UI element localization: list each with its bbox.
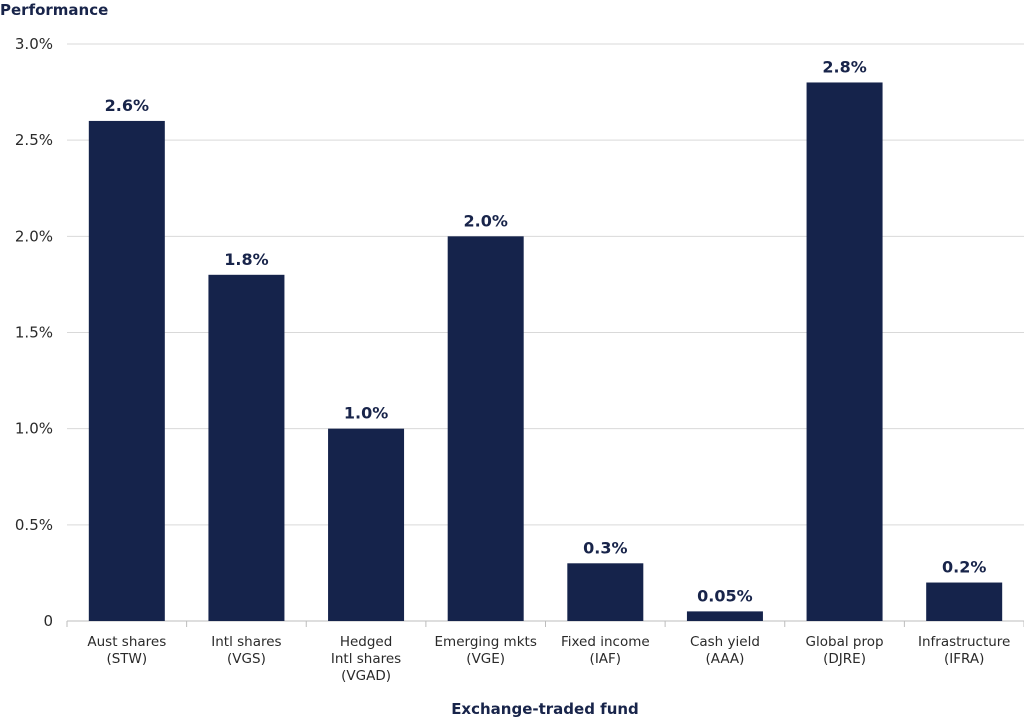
bar	[567, 563, 644, 621]
data-label: 2.8%	[822, 57, 866, 76]
bar	[806, 82, 883, 621]
y-tick-label: 1.0%	[15, 420, 53, 438]
x-tick-label-line: (IFRA)	[944, 651, 984, 667]
y-tick-label: 0.5%	[15, 516, 53, 534]
x-tick-label-line: Aust shares	[87, 634, 166, 650]
x-tick-label-line: (VGE)	[466, 651, 505, 667]
bar	[926, 582, 1003, 621]
x-axis-title: Exchange-traded fund	[451, 700, 639, 718]
x-tick-label-line: Infrastructure	[918, 634, 1010, 650]
data-label: 1.8%	[224, 250, 268, 269]
bar	[447, 236, 524, 622]
x-tick-label-line: (AAA)	[705, 651, 744, 667]
data-label: 0.3%	[583, 538, 627, 557]
bars	[88, 82, 1003, 622]
x-tick-label-line: Emerging mkts	[435, 634, 537, 650]
x-tick-label-line: (VGS)	[227, 651, 266, 667]
x-tick-labels: Aust shares (STW)Intl shares (VGS)Hedged In…	[87, 634, 1010, 684]
x-tick-label-line: Intl shares	[211, 634, 281, 650]
bar	[208, 274, 285, 621]
x-tick-label-line: (VGAD)	[341, 668, 391, 684]
bar	[328, 428, 405, 621]
x-tick-label-line: Cash yield	[690, 634, 760, 650]
bar	[686, 611, 763, 621]
data-label: 1.0%	[344, 404, 388, 423]
x-tick-label-line: Global prop	[806, 634, 884, 650]
x-tick-label-line: Intl shares	[331, 651, 401, 667]
bar	[88, 120, 165, 621]
y-axis-title: Performance	[0, 1, 108, 19]
y-tick-label: 0	[43, 612, 53, 630]
x-tick-label: Aust shares (STW)	[87, 634, 166, 667]
data-label: 0.2%	[942, 558, 986, 577]
x-tick-label: Infrastructure (IFRA)	[918, 634, 1010, 667]
x-tick-label: Global prop (DJRE)	[806, 634, 884, 667]
y-tick-label: 2.0%	[15, 227, 53, 245]
y-tick-label: 3.0%	[15, 35, 53, 53]
x-tick-label: Emerging mkts (VGE)	[435, 634, 537, 667]
x-tick-label-line: (STW)	[106, 651, 147, 667]
y-tick-label: 2.5%	[15, 131, 53, 149]
x-tick-label: Fixed income (IAF)	[561, 634, 650, 667]
y-tick-labels: 0 0.5% 1.0% 1.5% 2.0% 2.5% 3.0%	[15, 35, 53, 630]
x-tick-label-line: Hedged	[340, 634, 392, 650]
y-tick-label: 1.5%	[15, 324, 53, 342]
x-tick-label: Hedged Intl shares (VGAD)	[331, 634, 401, 684]
data-label: 0.05%	[697, 586, 753, 605]
x-tick-label: Intl shares (VGS)	[211, 634, 281, 667]
x-tick-label: Cash yield (AAA)	[690, 634, 760, 667]
data-label: 2.0%	[464, 211, 508, 230]
x-tick-label-line: Fixed income	[561, 634, 650, 650]
data-labels: 2.6% 1.8% 1.0% 2.0% 0.3% 0.05% 2.8% 0.2%	[105, 57, 987, 605]
x-tick-label-line: (DJRE)	[823, 651, 866, 667]
data-label: 2.6%	[105, 96, 149, 115]
x-tick-label-line: (IAF)	[590, 651, 622, 667]
